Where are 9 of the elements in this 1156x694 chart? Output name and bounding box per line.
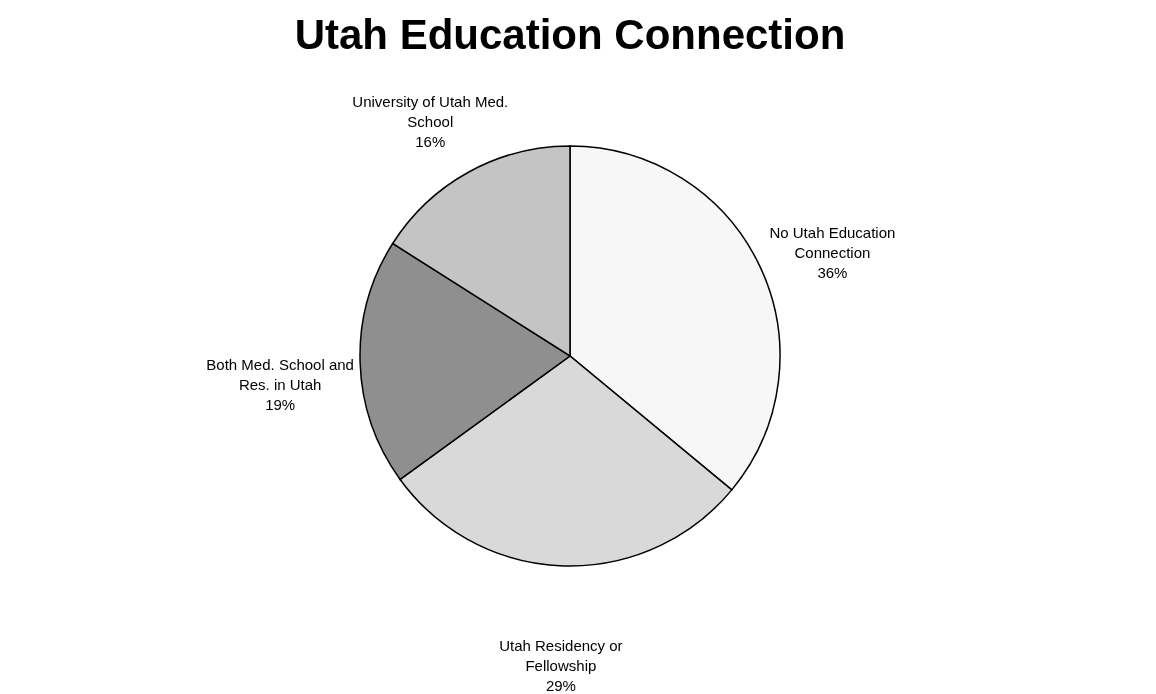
- data-label: 19%: [265, 396, 296, 414]
- data-label: 16%: [415, 132, 446, 150]
- slice-label: No Utah Education Connection: [769, 223, 896, 261]
- slice-label: Utah Residency or Fellowship: [499, 636, 623, 674]
- data-label: 29%: [545, 676, 576, 694]
- slice-label: Both Med. School and Res. in Utah: [206, 356, 354, 394]
- chart-title: Utah Education Connection: [294, 11, 846, 58]
- data-label: 36%: [817, 263, 848, 281]
- slice-label: University of Utah Med. School: [352, 92, 509, 130]
